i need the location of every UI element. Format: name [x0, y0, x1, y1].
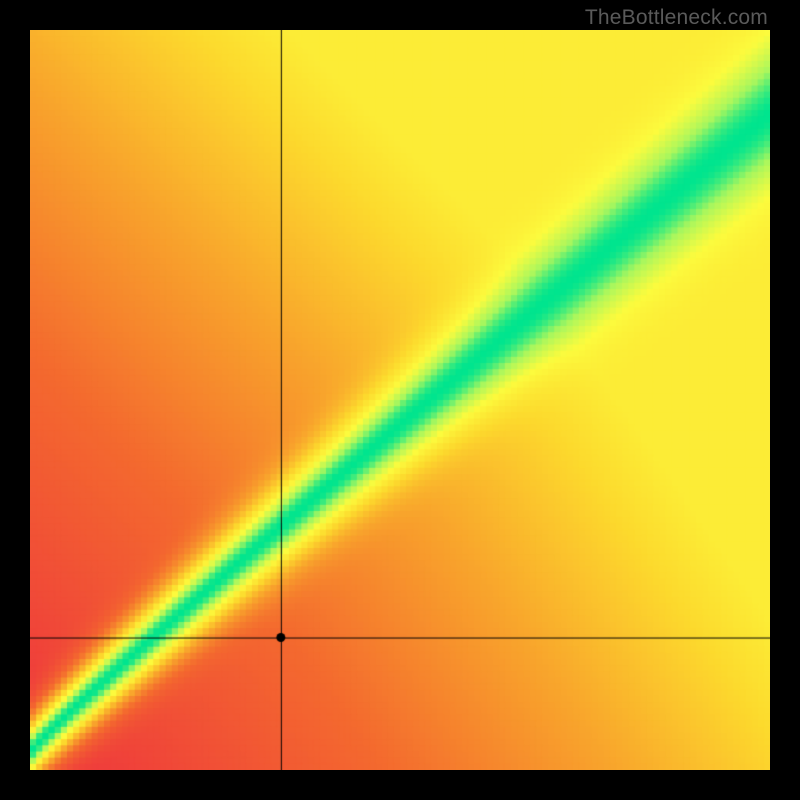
- bottleneck-heatmap-canvas: [30, 30, 770, 770]
- watermark-text: TheBottleneck.com: [585, 6, 768, 30]
- chart-container: TheBottleneck.com: [0, 0, 800, 800]
- plot-area: [30, 30, 770, 770]
